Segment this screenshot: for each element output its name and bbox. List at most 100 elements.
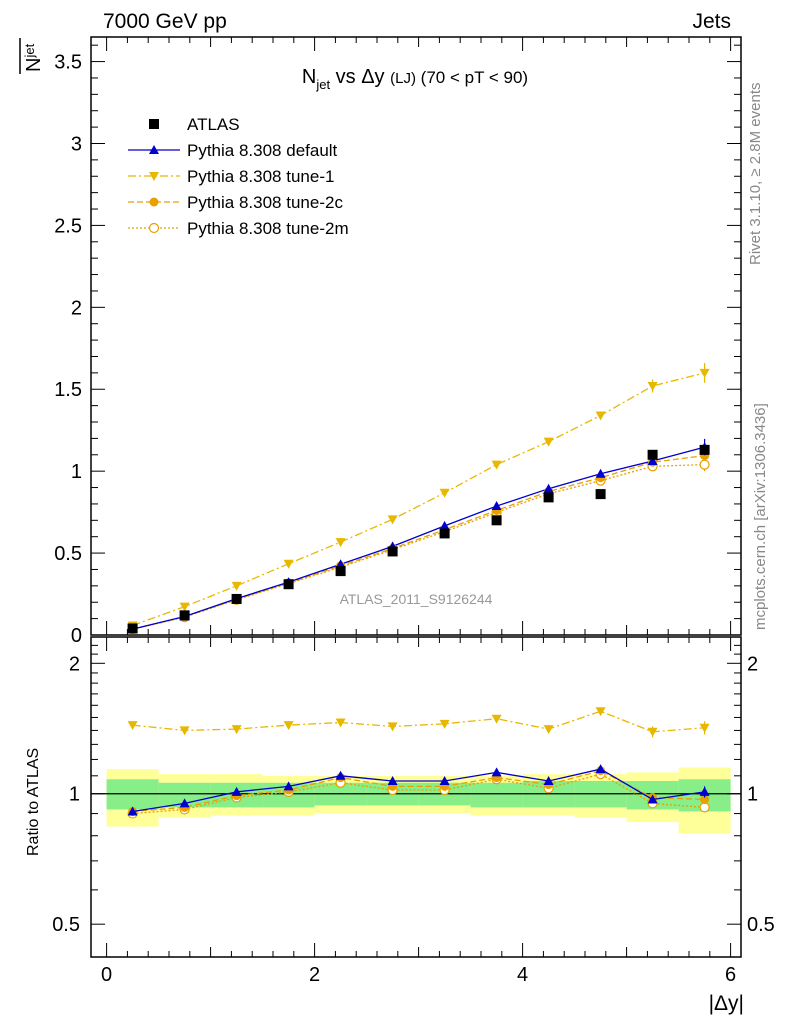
data-point: [283, 579, 294, 590]
ratio-point: [491, 714, 502, 724]
data-point: [439, 520, 450, 530]
y-tick-label-ratio-right: 0.5: [747, 914, 775, 936]
y-tick-label-main: 2.5: [54, 215, 82, 237]
header-right: Jets: [692, 10, 731, 33]
legend-label: ATLAS: [187, 115, 240, 134]
y-tick-label-main: 0: [71, 625, 82, 647]
rivet-label: Rivet 3.1.10, ≥ 2.8M events: [747, 83, 764, 266]
series-line: [132, 446, 705, 630]
ratio-point: [699, 802, 710, 813]
ratio-point: [127, 806, 138, 816]
y-tick-label-ratio-right: 2: [747, 653, 758, 675]
ratio-point: [387, 722, 398, 732]
ratio-point: [231, 786, 242, 796]
legend-label: Pythia 8.308 tune-2m: [187, 219, 349, 238]
ratio-point: [647, 794, 658, 804]
ratio-point: [179, 726, 190, 736]
main-plot-axes: 0 0.5 1 1.5 2 2.5 3 3.5: [54, 36, 742, 647]
ratio-point: [439, 776, 450, 786]
legend-marker: [149, 145, 159, 154]
data-point: [231, 593, 242, 604]
y-tick-label-main: 2: [71, 297, 82, 319]
legend-marker: [149, 119, 159, 129]
data-point: [283, 559, 294, 569]
data-point: [699, 459, 710, 470]
ratio-line: [132, 768, 705, 813]
legend-label: Pythia 8.308 tune-2c: [187, 193, 343, 212]
data-point: [179, 602, 190, 612]
ratio-point: [335, 718, 346, 728]
y-tick-label-ratio: 2: [69, 653, 80, 675]
data-point: [127, 623, 138, 634]
data-point: [387, 515, 398, 525]
ratio-point: [700, 794, 710, 804]
ratio-point: [231, 725, 242, 735]
ratio-uncertainty-bands: [106, 767, 731, 834]
data-point: [439, 488, 450, 498]
ratio-point: [647, 727, 658, 737]
x-axis-label: |Δy|: [709, 992, 744, 1015]
y-tick-label-main: 1.5: [54, 379, 82, 401]
ratio-point: [283, 721, 294, 731]
analysis-watermark: ATLAS_2011_S9126244: [340, 591, 493, 607]
band-inner-segment: [470, 782, 523, 808]
ratio-point: [491, 767, 502, 777]
ratio-plot-series: [127, 707, 710, 819]
y-tick-label-ratio: 1: [69, 784, 80, 806]
legend-marker: [149, 172, 159, 181]
data-point: [647, 449, 658, 460]
ratio-point: [543, 776, 554, 786]
ratio-line: [132, 710, 705, 733]
ratio-line: [132, 773, 705, 815]
ratio-point: [283, 781, 294, 791]
data-point: [647, 456, 658, 466]
data-point: [647, 381, 658, 391]
y-tick-label-main: 0.5: [54, 543, 82, 565]
ratio-point: [439, 719, 450, 729]
ratio-point: [699, 786, 710, 796]
ratio-point: [699, 723, 710, 733]
ratio-point: [543, 725, 554, 735]
header-left: 7000 GeV pp: [103, 10, 227, 33]
y-tick-label-main: 3.5: [54, 52, 82, 74]
legend-marker: [148, 222, 160, 234]
chart-title: Njet vs Δy (LJ) (70 < pT < 90): [302, 66, 528, 92]
series-line: [132, 463, 705, 630]
ratio-point: [335, 770, 346, 780]
x-tick-label: 2: [309, 964, 320, 986]
data-point: [335, 566, 346, 577]
legend-label: Pythia 8.308 tune-1: [187, 167, 334, 186]
y-axis-label-main: Njet: [19, 38, 45, 74]
ratio-plot-axes: 0 2 4 6 0.5 0.5 1 1 2 2: [52, 636, 775, 986]
legend-marker: [149, 197, 159, 207]
ratio-point: [595, 707, 606, 717]
data-point: [543, 492, 554, 503]
ratio-point: [595, 764, 606, 774]
mcplots-label: mcplots.cern.ch [arXiv:1306.3436]: [752, 403, 769, 630]
data-point: [491, 460, 502, 470]
y-tick-label-main: 3: [71, 133, 82, 155]
ratio-point: [127, 721, 138, 731]
data-point: [491, 501, 502, 511]
data-point: [335, 538, 346, 548]
main-plot-series: [127, 363, 710, 635]
data-point: [543, 437, 554, 447]
data-point: [699, 368, 710, 378]
y-axis-label-ratio: Ratio to ATLAS: [25, 748, 42, 856]
legend-label: Pythia 8.308 default: [187, 141, 338, 160]
ratio-line: [132, 770, 705, 813]
legend: ATLAS Pythia 8.308 default Pythia 8.308 tu…: [128, 115, 349, 238]
data-point: [231, 581, 242, 591]
data-point: [595, 411, 606, 421]
ratio-point: [387, 776, 398, 786]
y-tick-label-ratio-right: 1: [747, 784, 758, 806]
x-tick-label: 4: [517, 964, 528, 986]
data-point: [595, 468, 606, 478]
series-line: [132, 372, 705, 627]
main-frame: [90, 36, 742, 636]
y-tick-label-ratio: 0.5: [52, 914, 80, 936]
ratio-point: [179, 798, 190, 808]
data-point: [387, 546, 398, 557]
ratio-frame: [90, 636, 742, 958]
